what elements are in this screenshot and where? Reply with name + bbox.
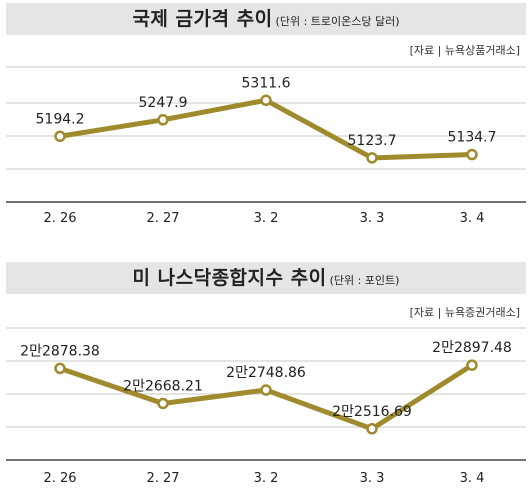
gold-price-chart: 5194.2 2. 26 5247.9 2. 27 5311.6 3. 2 5123.7 3.…: [6, 66, 526, 226]
series-line: [57, 97, 475, 161]
x-tick-label: 3. 3: [360, 471, 385, 486]
data-point: [466, 359, 478, 371]
source-note: [자료 | 뉴욕증권거래소]: [409, 306, 520, 319]
data-label: 2만2878.38: [20, 343, 100, 359]
chart-title: 미 나스닥종합지수 추이: [132, 267, 327, 289]
x-tick-label: 2. 26: [43, 471, 76, 486]
data-label: 5194.2: [36, 111, 85, 127]
data-label: 5311.6: [242, 75, 291, 91]
x-tick-label: 3. 4: [460, 211, 485, 226]
data-label: 2만2897.48: [432, 340, 512, 356]
chart-title-bar: 미 나스닥종합지수 추이 (단위 : 포인트): [6, 262, 526, 294]
x-tick-label: 2. 27: [146, 211, 179, 226]
x-tick-label: 3. 2: [254, 471, 279, 486]
data-point: [260, 384, 272, 396]
x-tick-label: 3. 3: [360, 211, 385, 226]
x-tick-label: 2. 27: [146, 471, 179, 486]
chart-title-bar: 국제 금가격 추이 (단위 : 트로이온스당 달러): [6, 3, 526, 35]
chart-title: 국제 금가격 추이: [132, 8, 273, 30]
data-point: [466, 148, 478, 161]
data-point: [54, 362, 66, 375]
unit-note: (단위 : 포인트): [329, 274, 400, 287]
data-point: [157, 397, 169, 410]
data-label: 2만2748.86: [226, 365, 306, 381]
data-point: [366, 152, 378, 164]
data-label: 2만2516.69: [332, 404, 412, 420]
data-label: 5247.9: [139, 95, 188, 111]
data-point: [260, 94, 272, 107]
data-label: 5134.7: [448, 130, 497, 146]
x-tick-label: 3. 4: [460, 471, 485, 486]
data-point: [54, 130, 66, 143]
unit-note: (단위 : 트로이온스당 달러): [275, 15, 400, 28]
nasdaq-index-chart: 2만2878.38 2. 26 2만2668.21 2. 27 2만2748.86 3. …: [6, 327, 526, 486]
data-label: 2만2668.21: [123, 378, 203, 394]
source-note: [자료 | 뉴욕상품거래소]: [409, 44, 520, 57]
data-point: [157, 114, 169, 126]
x-tick-label: 3. 2: [254, 211, 279, 226]
x-tick-label: 2. 26: [43, 211, 76, 226]
data-label: 5123.7: [348, 133, 397, 149]
data-point: [366, 423, 378, 435]
